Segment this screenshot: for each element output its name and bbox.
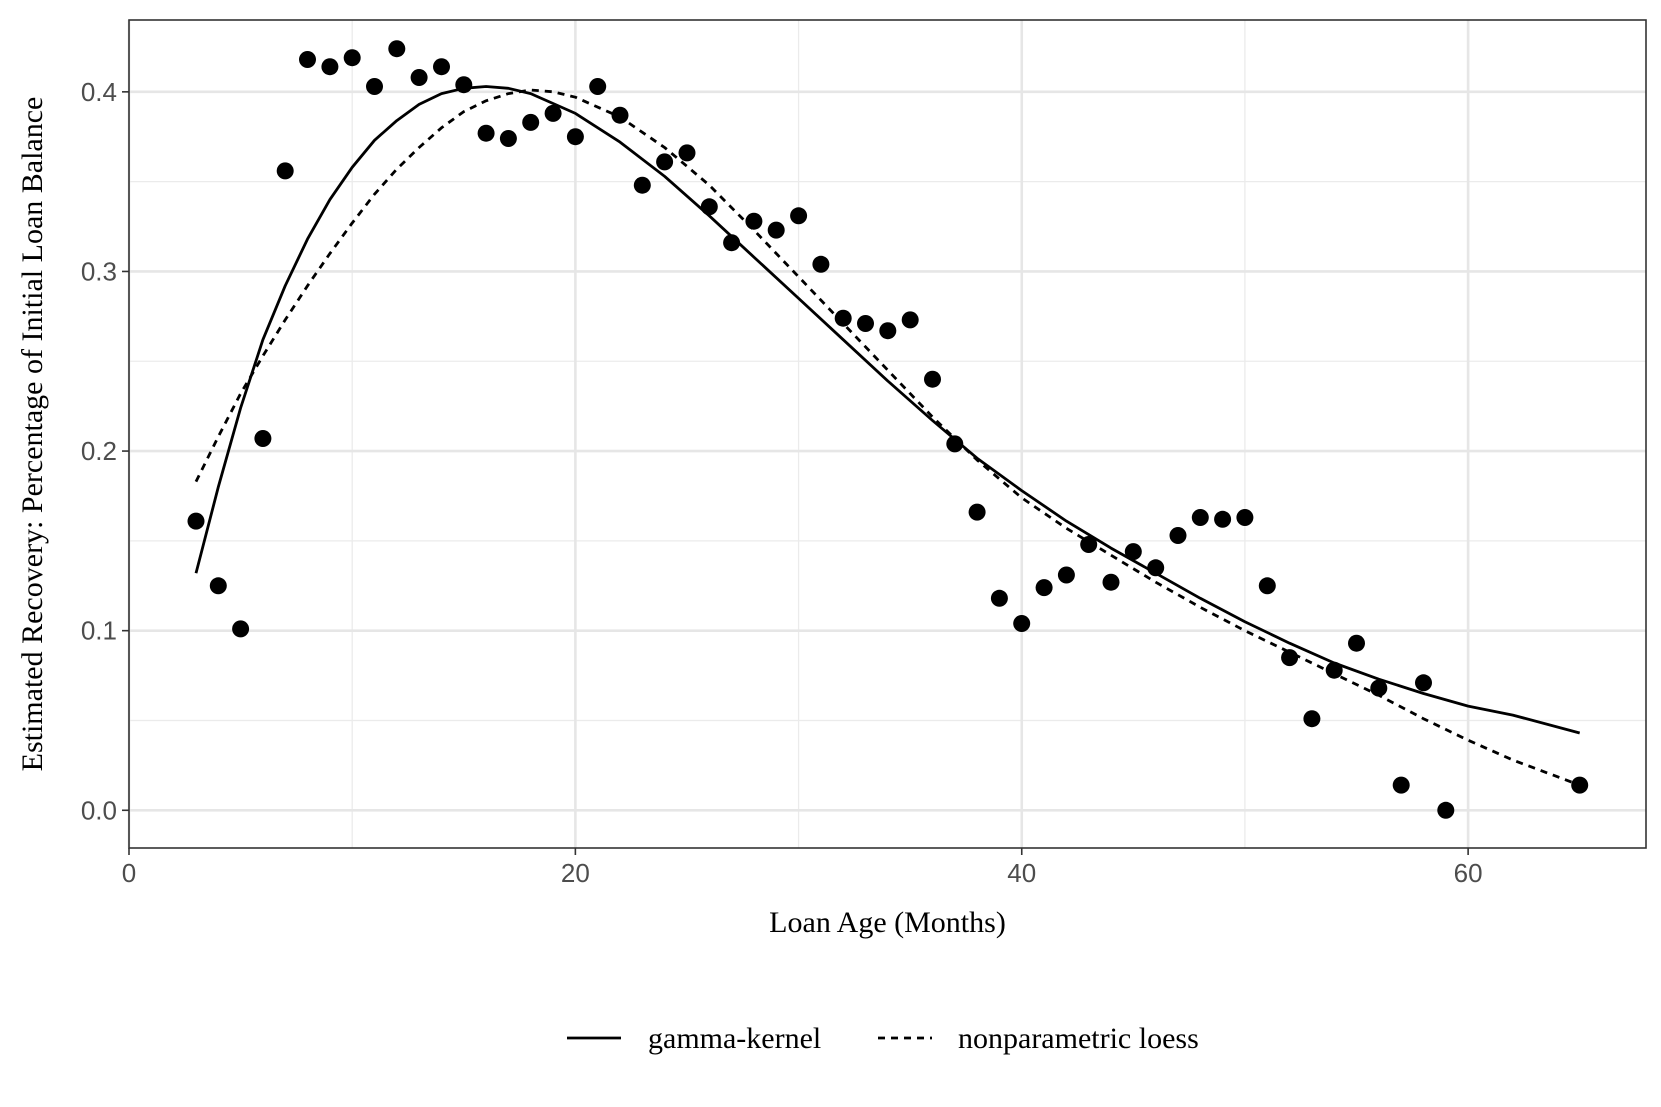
data-point [767,221,785,239]
legend-label-nonparametric-loess: nonparametric loess [958,1022,1199,1055]
data-point [879,322,897,340]
data-point [566,128,584,146]
y-tick-label: 0.0 [81,795,117,825]
data-point [1057,566,1075,584]
data-point [790,207,808,225]
x-tick-label: 20 [561,858,590,888]
legend: gamma-kernel nonparametric loess [567,1022,1199,1055]
data-point [1102,573,1120,591]
data-point [1392,776,1410,794]
data-point [990,589,1008,607]
data-point [857,315,874,332]
x-axis: 0 20 40 60 [122,848,1483,888]
data-point [187,512,205,530]
minor-gridlines [129,20,1646,848]
data-point [1035,579,1053,597]
x-tick-label: 60 [1454,858,1483,888]
x-tick-label: 0 [122,858,136,888]
data-point [1236,509,1254,526]
data-point [834,309,852,327]
y-tick-label: 0.4 [81,77,117,107]
data-point [723,234,741,252]
y-tick-label: 0.2 [81,436,117,466]
y-axis: 0.0 0.1 0.2 0.3 0.4 [81,77,129,825]
data-point [700,198,718,216]
y-tick-label: 0.1 [81,616,117,646]
data-point [232,620,250,638]
data-point [321,58,339,76]
series-line-gamma-kernel [194,85,1581,735]
data-point [1147,559,1165,577]
data-point [924,370,941,388]
data-point [812,255,830,273]
data-point [499,130,517,147]
data-point [1281,649,1299,667]
data-point [410,69,428,86]
data-point [455,76,473,94]
data-point [1191,509,1209,526]
data-point [1169,527,1187,544]
data-point [433,58,450,76]
data-point [343,49,361,67]
data-point [1348,634,1365,652]
data-point [1325,661,1343,679]
data-point [656,153,674,171]
data-point [1370,679,1388,697]
data-point [477,124,495,142]
data-point [1571,776,1589,794]
major-gridlines [127,20,1646,848]
data-point [589,78,607,95]
data-point [1124,543,1142,561]
series-layer [194,85,1581,787]
data-point [1013,615,1031,632]
data-point [209,577,227,595]
data-point [388,40,406,58]
data-point [1080,536,1098,553]
data-point [946,435,964,453]
data-point [1415,674,1432,692]
data-point [611,106,629,124]
data-point [522,113,540,131]
plot-panel-border [128,19,1647,849]
data-point [299,51,316,68]
data-point [633,176,651,194]
data-point [1303,710,1321,728]
data-point [276,162,294,180]
data-point [366,78,383,95]
data-point [745,212,763,230]
y-tick-label: 0.3 [81,256,117,286]
data-point [544,104,562,122]
x-axis-title: Loan Age (Months) [769,906,1006,939]
data-point [968,503,986,521]
legend-label-gamma-kernel: gamma-kernel [648,1022,821,1055]
data-point [901,311,919,329]
data-point [1258,577,1276,595]
data-point [1437,801,1455,819]
y-axis-title: Estimated Recovery: Percentage of Initia… [16,97,49,772]
data-point [254,430,272,447]
data-point [678,144,696,162]
points-layer [187,40,1589,819]
x-tick-label: 40 [1007,858,1036,888]
data-point [1214,510,1232,528]
